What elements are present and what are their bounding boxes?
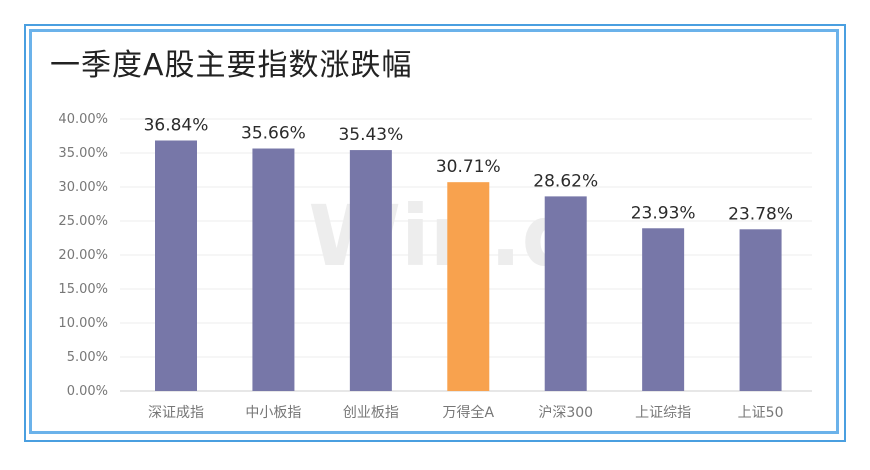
y-tick-label: 15.00% bbox=[58, 282, 108, 297]
data-label: 30.71% bbox=[436, 157, 501, 177]
y-tick-label: 30.00% bbox=[58, 180, 108, 195]
y-tick-label: 10.00% bbox=[58, 316, 108, 331]
data-label: 28.62% bbox=[533, 171, 598, 191]
category-label: 深证成指 bbox=[148, 405, 204, 421]
bar bbox=[544, 196, 587, 391]
y-axis-ticks: 0.00% 5.00% 10.00% 15.00% 20.00% 25.00% 30.00%… bbox=[58, 112, 108, 399]
bar bbox=[642, 228, 685, 391]
category-label: 创业板指 bbox=[343, 405, 399, 421]
bar bbox=[739, 229, 782, 391]
y-tick-label: 25.00% bbox=[58, 214, 108, 229]
y-tick-label: 0.00% bbox=[67, 384, 108, 399]
bar bbox=[349, 150, 392, 391]
x-axis-categories: 深证成指 中小板指 创业板指 万得全A 沪深300 上证综指 上证50 bbox=[148, 404, 783, 421]
category-label: 中小板指 bbox=[245, 405, 301, 421]
category-label: 万得全A bbox=[442, 404, 494, 421]
y-tick-label: 5.00% bbox=[67, 350, 108, 365]
data-labels: 36.84% 35.66% 35.43% 30.71% 28.62% 23.93% 23.7… bbox=[144, 115, 793, 224]
bar bbox=[155, 140, 197, 391]
bar bbox=[252, 148, 295, 391]
y-tick-label: 20.00% bbox=[58, 248, 108, 263]
data-label: 35.66% bbox=[241, 124, 306, 144]
category-label: 上证综指 bbox=[635, 405, 691, 421]
chart-title: 一季度A股主要指数涨跌幅 bbox=[50, 48, 413, 83]
category-label: 上证50 bbox=[738, 405, 784, 421]
data-label: 23.93% bbox=[631, 203, 696, 223]
watermark: Win.d bbox=[308, 187, 581, 285]
data-label: 36.84% bbox=[144, 115, 209, 135]
y-tick-label: 40.00% bbox=[58, 112, 108, 127]
category-label: 沪深300 bbox=[538, 405, 593, 421]
bars bbox=[155, 140, 782, 391]
data-label: 23.78% bbox=[728, 204, 793, 224]
data-label: 35.43% bbox=[338, 125, 403, 145]
bar bbox=[447, 182, 490, 391]
y-tick-label: 35.00% bbox=[58, 146, 108, 161]
